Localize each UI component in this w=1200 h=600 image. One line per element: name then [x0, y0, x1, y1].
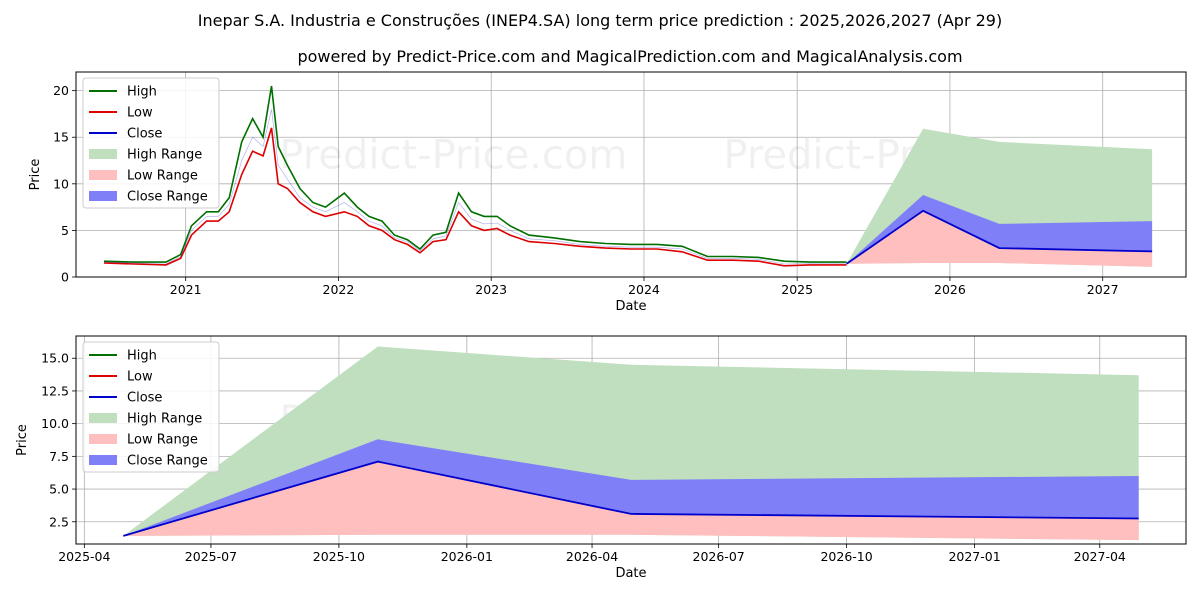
close-forecast-line — [123, 460, 1139, 537]
y-tick-label: 5.0 — [49, 482, 69, 497]
legend-swatch — [89, 170, 117, 180]
legend-label: Close — [127, 127, 162, 142]
x-tick-label: 2027-04 — [1074, 549, 1126, 564]
chart-subtitle: powered by Predict-Price.com and Magical… — [297, 47, 962, 66]
y-axis-label: Price — [28, 159, 43, 191]
y-tick-label: 0 — [61, 270, 69, 285]
x-tick-label: 2024 — [628, 282, 660, 297]
plot-frame — [75, 71, 1187, 278]
y-tick-label: 10.0 — [41, 416, 69, 431]
legend-label: High Range — [127, 148, 202, 163]
y-tick-label: 12.5 — [41, 383, 69, 398]
chart-title: Inepar S.A. Industria e Construções (INE… — [198, 11, 1002, 30]
x-tick-label: 2026-04 — [566, 549, 618, 564]
legend-label: High Range — [127, 412, 202, 427]
x-tick-label: 2027 — [1087, 282, 1119, 297]
plot-frame — [75, 335, 1187, 545]
x-axis-label: Date — [615, 299, 646, 314]
lower-chart-panel: 2025-04 2025-07 2025-10 2026-01 2026-04 2026-… — [15, 335, 1187, 581]
legend-label: Low — [127, 370, 153, 385]
x-axis-label: Date — [615, 566, 646, 581]
x-tick-label: 2026 — [934, 282, 966, 297]
legend-label: High — [127, 349, 157, 364]
legend-swatch — [89, 413, 117, 423]
legend: High Low Close High Range Low Range Close Ran… — [82, 341, 220, 473]
legend-swatch — [89, 191, 117, 201]
close-range-area — [123, 439, 1139, 536]
legend-swatch — [89, 455, 117, 465]
close-line — [103, 109, 847, 265]
x-tick-label: 2022 — [323, 282, 355, 297]
close-forecast-line — [846, 209, 1153, 265]
legend-label: Low — [127, 106, 153, 121]
upper-chart-panel: 2021 2022 2023 2024 2025 2026 2027 0 5 10 15 20 Pred… — [28, 71, 1187, 314]
x-tick-label: 2023 — [475, 282, 507, 297]
legend-label: Low Range — [127, 433, 198, 448]
low-range-area — [123, 461, 1139, 541]
legend-swatch — [89, 434, 117, 444]
low-range-area — [846, 210, 1153, 267]
y-tick-label: 5 — [61, 223, 69, 238]
legend-label: Close Range — [127, 454, 208, 469]
y-tick-label: 10 — [53, 176, 69, 191]
y-tick-label: 2.5 — [49, 514, 69, 529]
legend-label: Close — [127, 391, 162, 406]
x-tick-label: 2025-10 — [313, 549, 365, 564]
legend-label: Close Range — [127, 190, 208, 205]
watermark: Predict-Price.com — [279, 132, 627, 178]
x-tick-label: 2025-07 — [185, 549, 237, 564]
legend-label: Low Range — [127, 169, 198, 184]
x-tick-label: 2025 — [781, 282, 813, 297]
x-tick-label: 2025-04 — [58, 549, 110, 564]
y-axis-label: Price — [15, 424, 30, 456]
x-tick-label: 2026-01 — [441, 549, 493, 564]
y-tick-label: 15.0 — [41, 351, 69, 366]
y-tick-label: 15 — [53, 130, 69, 145]
legend-label: High — [127, 85, 157, 100]
y-tick-label: 20 — [53, 83, 69, 98]
close-range-area — [846, 195, 1153, 264]
x-tick-label: 2021 — [170, 282, 202, 297]
x-tick-label: 2027-01 — [948, 549, 1000, 564]
x-tick-label: 2026-10 — [820, 549, 872, 564]
legend: High Low Close High Range Low Range Close Ran… — [82, 77, 220, 209]
y-tick-label: 7.5 — [49, 449, 69, 464]
x-tick-label: 2026-07 — [693, 549, 745, 564]
high-line — [103, 85, 847, 263]
low-line — [103, 127, 847, 267]
legend-swatch — [89, 149, 117, 159]
